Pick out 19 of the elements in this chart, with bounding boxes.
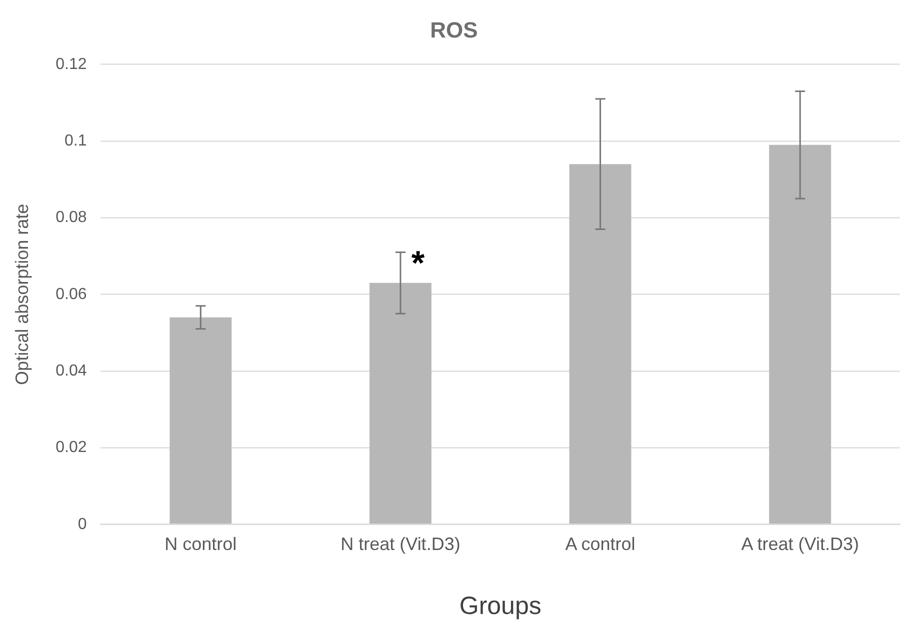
x-axis-title: Groups — [459, 592, 542, 620]
y-tick-label: 0.02 — [56, 439, 87, 456]
x-tick-label: A treat (Vit.D3) — [741, 534, 859, 554]
y-axis-title: Optical absorption rate — [12, 204, 32, 385]
bar — [170, 317, 232, 524]
x-tick-label: A control — [565, 534, 636, 554]
y-tick-label: 0.08 — [56, 209, 87, 226]
bar — [569, 164, 632, 524]
annotation: * — [411, 244, 426, 282]
y-tick-label: 0.04 — [56, 362, 87, 380]
x-tick-label: N control — [164, 534, 237, 554]
x-tick-label: N treat (Vit.D3) — [340, 534, 460, 554]
bar — [369, 282, 432, 524]
y-tick-label: 0.12 — [56, 56, 87, 73]
chart-title: ROS — [430, 17, 478, 42]
y-tick-label: 0.1 — [64, 132, 87, 150]
y-tick-label: 0.06 — [56, 286, 87, 303]
bar — [769, 144, 832, 524]
y-tick-label: 0 — [78, 516, 87, 533]
